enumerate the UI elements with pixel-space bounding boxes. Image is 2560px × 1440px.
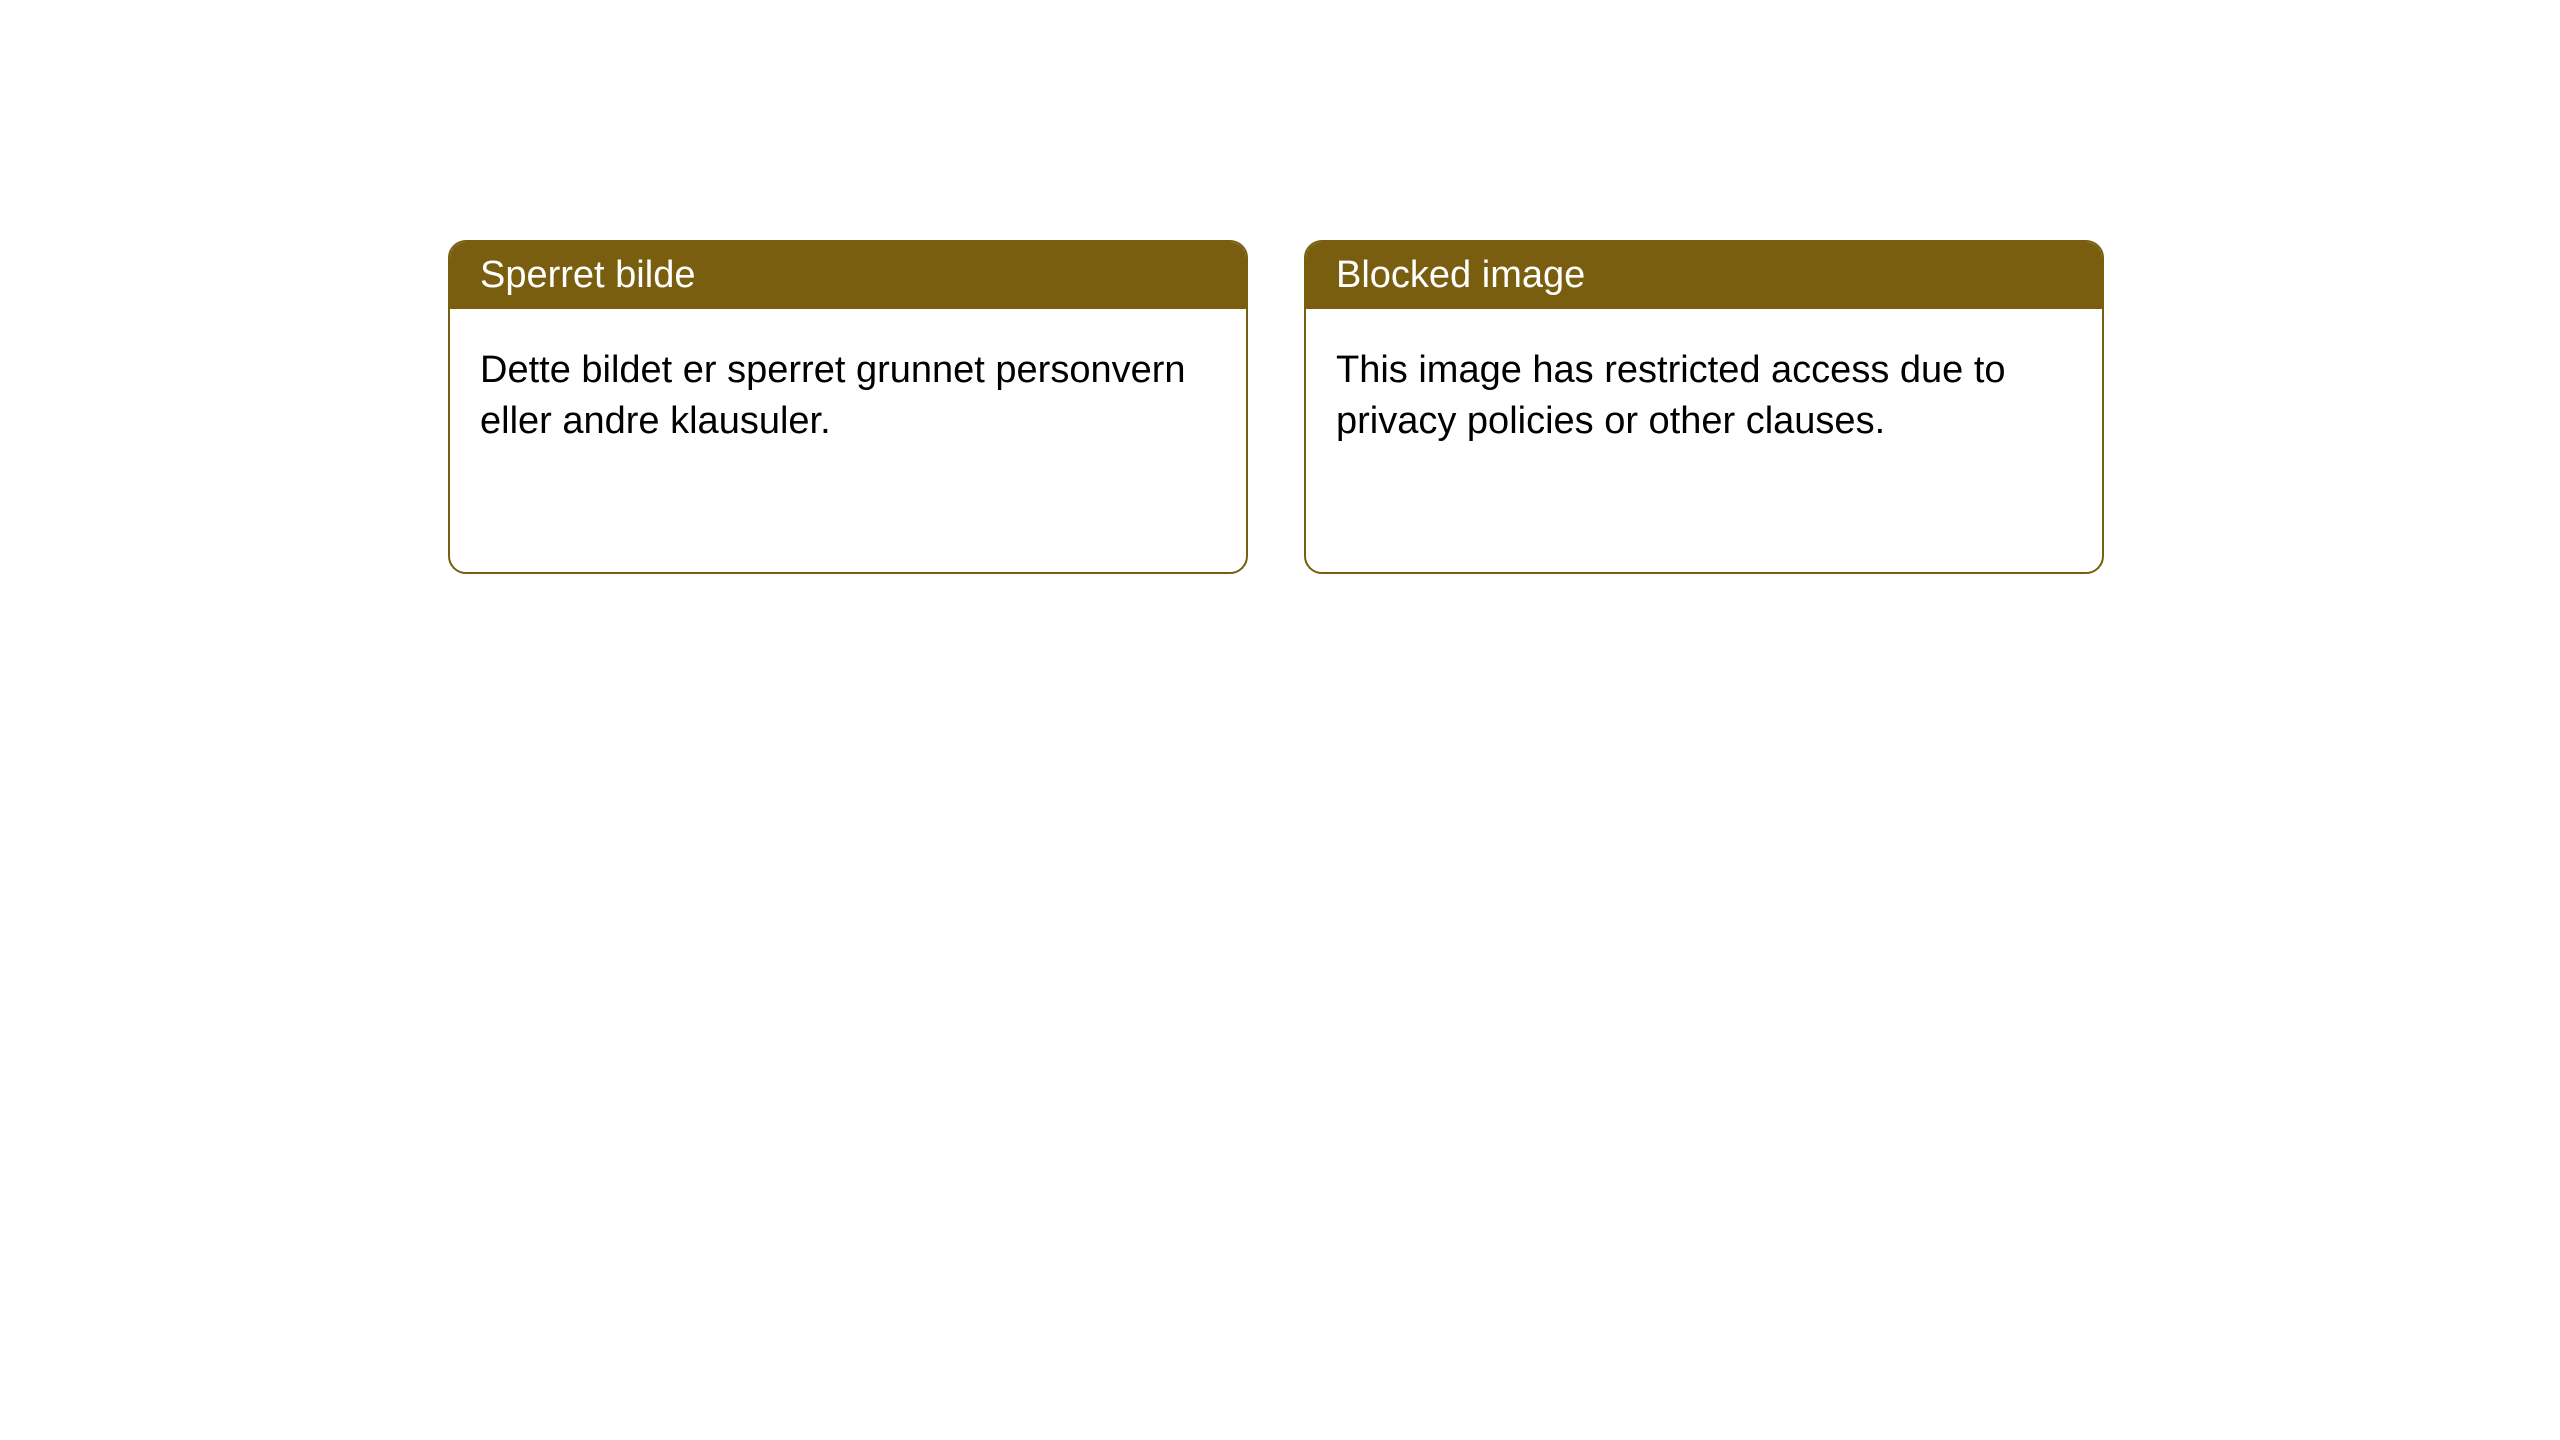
notice-header: Blocked image bbox=[1306, 242, 2102, 309]
notice-header: Sperret bilde bbox=[450, 242, 1246, 309]
notice-card-norwegian: Sperret bilde Dette bildet er sperret gr… bbox=[448, 240, 1248, 574]
notice-container: Sperret bilde Dette bildet er sperret gr… bbox=[0, 0, 2560, 574]
notice-title: Blocked image bbox=[1336, 254, 1585, 296]
notice-card-english: Blocked image This image has restricted … bbox=[1304, 240, 2104, 574]
notice-body-text: This image has restricted access due to … bbox=[1336, 349, 2006, 442]
notice-body: This image has restricted access due to … bbox=[1306, 309, 2102, 484]
notice-title: Sperret bilde bbox=[480, 254, 695, 296]
notice-body-text: Dette bildet er sperret grunnet personve… bbox=[480, 349, 1186, 442]
notice-body: Dette bildet er sperret grunnet personve… bbox=[450, 309, 1246, 484]
